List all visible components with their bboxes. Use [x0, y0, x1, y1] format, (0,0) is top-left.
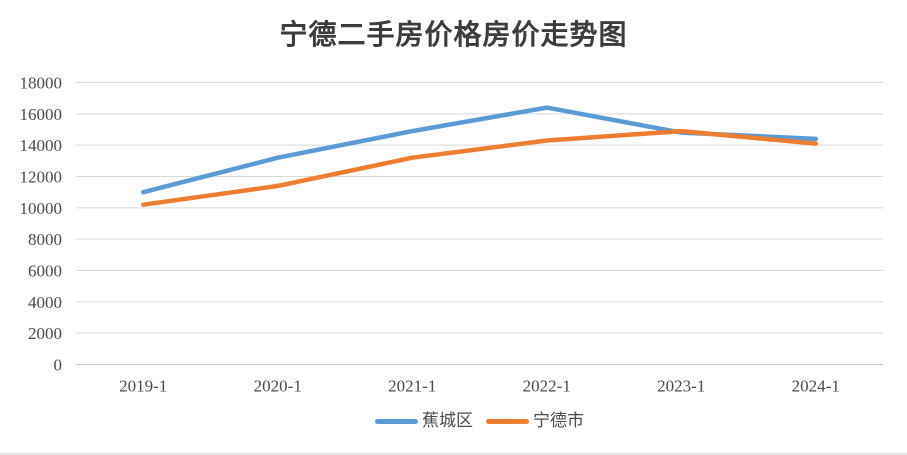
legend-label: 宁德市: [533, 411, 584, 430]
legend-item-jiaochengqu: 蕉城区: [375, 410, 473, 432]
x-tick-label: 2021-1: [388, 377, 436, 396]
legend-label: 蕉城区: [422, 411, 473, 430]
screenshot-bottom-edge: [0, 453, 907, 455]
x-tick-label: 2024-1: [792, 377, 840, 396]
y-tick-label: 2000: [28, 324, 62, 343]
series-1-line-swatch-icon: [375, 418, 418, 424]
legend: 蕉城区 宁德市: [76, 409, 883, 433]
chart-title: 宁德二手房价格房价走势图: [279, 20, 628, 51]
y-tick-label: 12000: [20, 168, 63, 187]
y-tick-label: 10000: [20, 199, 63, 218]
x-tick-label: 2019-1: [119, 377, 167, 396]
y-tick-label: 4000: [28, 293, 62, 312]
series-2-line-swatch-icon: [486, 418, 529, 424]
legend-item-ningdeshi: 宁德市: [486, 410, 584, 432]
y-tick-label: 6000: [28, 262, 62, 281]
x-tick-label: 2020-1: [254, 377, 302, 396]
y-tick-label: 18000: [20, 74, 63, 93]
x-tick-label: 2022-1: [523, 377, 571, 396]
y-tick-label: 14000: [20, 136, 63, 155]
x-tick-label: 2023-1: [657, 377, 705, 396]
y-tick-label: 0: [54, 356, 63, 375]
y-tick-label: 16000: [20, 105, 63, 124]
y-tick-label: 8000: [28, 230, 62, 249]
series-line-2: [141, 128, 819, 207]
